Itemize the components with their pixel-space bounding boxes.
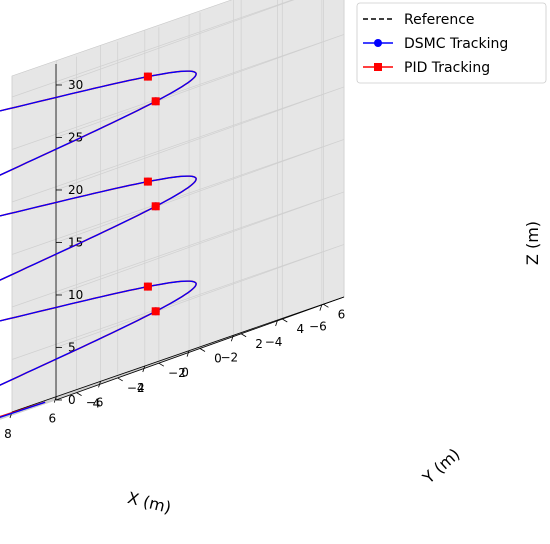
pid-marker xyxy=(151,202,160,211)
x-tick xyxy=(98,381,101,388)
x-tick-label: −4 xyxy=(265,335,283,349)
x-tick xyxy=(142,365,146,373)
z-axis-title: Z (m) xyxy=(523,221,542,265)
x-tick-label: −6 xyxy=(309,320,327,334)
grid-line-y-floor xyxy=(0,377,118,420)
pid-marker xyxy=(143,177,152,186)
z-tick-label: 20 xyxy=(68,183,83,197)
legend: Reference DSMC Tracking PID Tracking xyxy=(356,2,547,84)
x-tick-label: −2 xyxy=(220,350,238,364)
z-tick-label: 25 xyxy=(68,131,83,145)
y-tick xyxy=(240,333,247,338)
axes-panes xyxy=(0,0,345,420)
y-tick-label: 4 xyxy=(296,322,304,336)
z-tick-label: 10 xyxy=(68,288,83,302)
y-axis-title: Y (m) xyxy=(418,444,463,488)
pid-marker xyxy=(143,282,152,291)
y-tick xyxy=(282,318,288,323)
grid-line-z xyxy=(11,191,345,308)
y-tick-label: −2 xyxy=(168,366,186,380)
y-tick-label: −4 xyxy=(127,381,145,395)
x-tick-label: 2 xyxy=(137,381,145,395)
x-tick-label: 0 xyxy=(181,366,189,380)
y-tick xyxy=(117,377,123,382)
y-tick xyxy=(158,362,165,367)
legend-label-pid: PID Tracking xyxy=(404,60,490,76)
side-wall-pane xyxy=(11,0,345,413)
y-tick xyxy=(199,348,206,352)
legend-label-reference: Reference xyxy=(404,12,475,28)
x-axis-line xyxy=(11,296,345,413)
x-tick xyxy=(275,319,278,327)
y-tick-label: 6 xyxy=(338,307,346,321)
y-tick-label: 0 xyxy=(214,352,222,366)
x-tick xyxy=(230,335,234,342)
y-tick xyxy=(76,392,82,396)
grid-line-z xyxy=(11,86,345,203)
legend-marker-pid xyxy=(374,63,382,71)
pid-marker xyxy=(151,307,160,316)
y-tick-label: −6 xyxy=(86,396,104,410)
y-tick-label: 2 xyxy=(255,337,263,351)
data-markers xyxy=(143,72,160,316)
grid-line-y-floor xyxy=(0,392,77,420)
legend-marker-dsmc xyxy=(374,39,382,47)
x-tick-label: 4 xyxy=(93,396,101,410)
pid-marker xyxy=(151,97,160,106)
x-axis-title: X (m) xyxy=(126,488,173,517)
x-tick-label: 8 xyxy=(4,427,12,441)
grid-line-y-floor xyxy=(0,362,159,419)
z-tick-label: 30 xyxy=(68,78,83,92)
z-tick-label: 5 xyxy=(68,341,76,355)
legend-label-dsmc: DSMC Tracking xyxy=(404,36,508,52)
legend-frame xyxy=(356,2,547,84)
grid-line-y-floor xyxy=(0,333,242,418)
z-tick-label: 0 xyxy=(68,393,76,407)
pid-marker xyxy=(143,72,152,81)
y-tick xyxy=(323,303,329,308)
z-tick-label: 15 xyxy=(68,236,83,250)
x-tick xyxy=(319,304,323,311)
grid-line-z xyxy=(11,0,295,98)
x-tick xyxy=(53,396,57,403)
x-tick xyxy=(186,350,190,357)
x-tick-label: 6 xyxy=(48,412,56,426)
